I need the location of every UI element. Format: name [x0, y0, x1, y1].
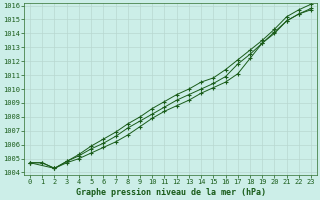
X-axis label: Graphe pression niveau de la mer (hPa): Graphe pression niveau de la mer (hPa)	[76, 188, 266, 197]
